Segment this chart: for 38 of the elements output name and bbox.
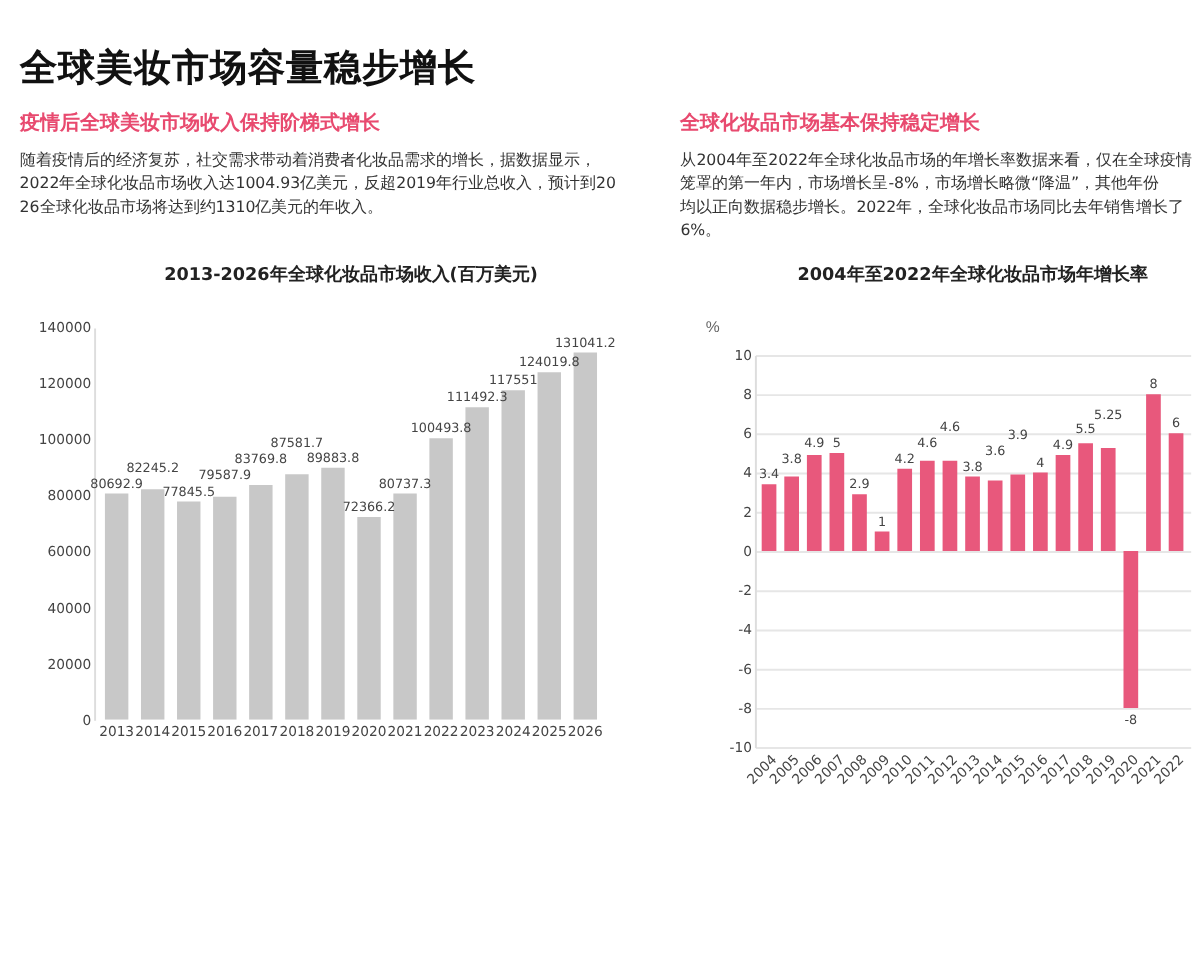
text: 疫情后全球美妆市场收入保持阶梯式增长 <box>17 111 382 136</box>
bar <box>761 484 777 552</box>
y-axis-title: % <box>705 318 720 337</box>
bar <box>852 494 867 552</box>
text: 随着疫情后的经济复苏，社交需求带动着消费者化妆品需求的增长，据数据显示，2022年全球化妆品市场收入达1004.93亿美元，反超2019年行业总收入，预计到2026全球化妆品市场将达到约1310亿美元的年收入。 <box>19 150 616 216</box>
bar <box>987 480 1003 552</box>
bar <box>393 493 417 720</box>
bar <box>1168 433 1184 552</box>
bar <box>1010 474 1026 552</box>
bar <box>357 516 381 720</box>
bar <box>104 493 129 720</box>
text: 全球美妆市场容量稳步增长 <box>17 46 478 91</box>
bar <box>213 496 237 720</box>
text: 全球化妆品市场基本保持稳定增长 <box>678 111 983 136</box>
bar <box>829 452 845 552</box>
bar <box>1078 443 1093 552</box>
chart-title: 2013-2026年全球化妆品市场收入(百万美元) <box>164 264 538 287</box>
bar <box>1055 454 1071 552</box>
bar <box>1033 472 1048 552</box>
bar <box>249 485 273 720</box>
bar <box>1123 551 1139 708</box>
bar <box>429 438 453 720</box>
bar <box>784 476 799 552</box>
bar <box>897 468 913 552</box>
bar <box>140 489 165 720</box>
bar <box>1146 394 1161 552</box>
bar <box>874 531 890 552</box>
bar <box>806 454 822 552</box>
bar <box>537 372 561 720</box>
bar <box>177 501 201 720</box>
bar <box>321 467 345 720</box>
text: 从2004年至2022年全球化妆品市场的年增长率数据来看，仅在全球疫情笼罩的第一年内，市场增长呈-8%，市场增长略微“降温”，其他年份均以正向数据稳步增长。2022年，全球化妆品市场同比去年销售增长了6%。 <box>678 150 1193 240</box>
bar <box>965 476 980 552</box>
bar <box>1100 448 1116 552</box>
chart-title: 2004年至2022年全球化妆品市场年增长率 <box>797 264 1148 287</box>
bar <box>285 474 309 720</box>
bar <box>942 460 958 552</box>
bar <box>919 460 935 552</box>
